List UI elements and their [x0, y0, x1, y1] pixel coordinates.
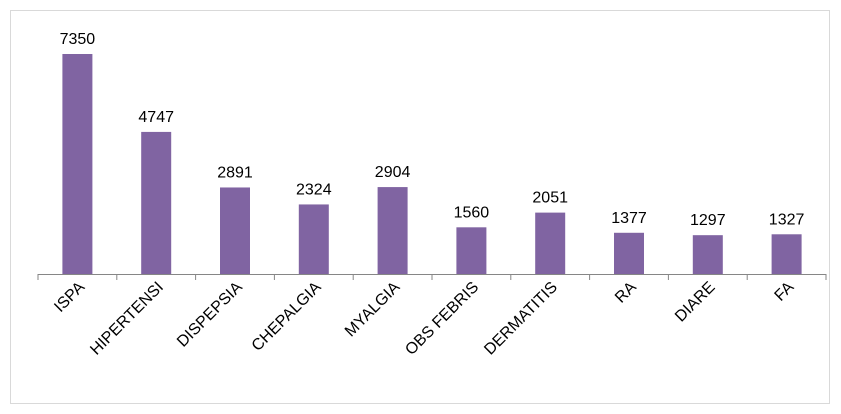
data-label: 2904	[375, 164, 411, 181]
bar	[456, 227, 487, 274]
bar	[220, 187, 250, 274]
bar	[298, 204, 329, 274]
bar	[377, 187, 408, 274]
bar	[535, 212, 566, 274]
bar	[692, 235, 723, 274]
data-label: 2324	[296, 181, 332, 198]
bar	[62, 54, 93, 274]
data-label: 1377	[611, 210, 647, 227]
data-label: 2891	[217, 164, 253, 181]
bar	[141, 131, 172, 274]
data-label: 1560	[454, 204, 490, 221]
data-label: 4747	[138, 109, 174, 126]
bar	[771, 234, 802, 274]
data-label: 2051	[532, 190, 568, 207]
bar	[614, 232, 644, 274]
data-label: 1297	[690, 212, 726, 229]
data-label: 1327	[769, 211, 805, 228]
data-label: 7350	[60, 31, 96, 48]
